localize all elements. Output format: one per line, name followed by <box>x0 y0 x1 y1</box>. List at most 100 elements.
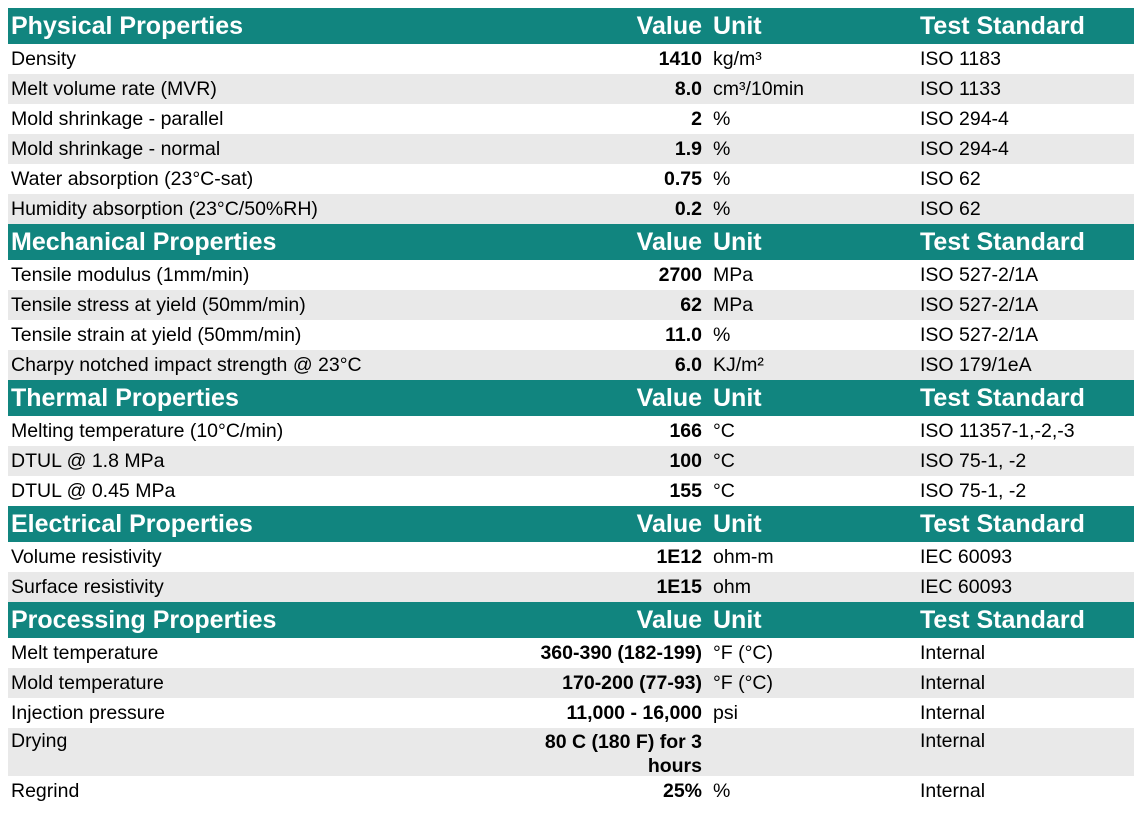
property-name: Tensile modulus (1mm/min) <box>11 263 250 286</box>
test-standard: ISO 62 <box>920 167 981 190</box>
property-name: Melting temperature (10°C/min) <box>11 419 284 442</box>
property-name: Volume resistivity <box>11 545 162 568</box>
property-value: 155 <box>669 479 702 502</box>
value-column-header: Value <box>636 605 702 634</box>
test-standard: IEC 60093 <box>920 575 1013 598</box>
test-standard: ISO 179/1eA <box>920 353 1032 376</box>
property-value: 8.0 <box>674 77 702 100</box>
table-row: Mold shrinkage - normal 1.9% ISO 294-4 <box>8 134 1134 164</box>
property-unit: °C <box>713 449 735 472</box>
property-value: 0.75 <box>664 167 702 190</box>
table-row: Tensile stress at yield (50mm/min) 62 MPa I… <box>8 290 1134 320</box>
property-unit: ohm <box>713 575 751 598</box>
property-name: Surface resistivity <box>11 575 164 598</box>
property-unit: % <box>713 137 731 160</box>
property-value: 1.9 <box>674 137 702 160</box>
property-unit: cm³/10min <box>713 77 805 100</box>
test-standard: ISO 294-4 <box>920 137 1009 160</box>
property-unit: °C <box>713 419 735 442</box>
section-title: Processing Properties <box>11 605 277 634</box>
property-value: 0.2 <box>674 197 702 220</box>
table-row: DTUL @ 1.8 MPa 100 °C ISO 75-1, -2 <box>8 446 1134 476</box>
property-value: 11,000 - 16,000 <box>566 701 702 724</box>
unit-column-header: Unit <box>713 383 762 412</box>
property-name: Charpy notched impact strength @ 23°C <box>11 353 362 376</box>
standard-column-header: Test Standard <box>920 605 1085 634</box>
table-row: Melt volume rate (MVR) 8.0 cm³/10min ISO 11… <box>8 74 1134 104</box>
property-name: Tensile strain at yield (50mm/min) <box>11 323 302 346</box>
section-title: Electrical Properties <box>11 509 253 538</box>
property-unit: °F (°C) <box>713 641 773 664</box>
table-row: Humidity absorption (23°C/50%RH) 0.2% ISO … <box>8 194 1134 224</box>
property-value: 80 C (180 F) for 3 hours <box>544 731 702 777</box>
test-standard: Internal <box>920 641 986 664</box>
test-standard: ISO 11357-1,-2,-3 <box>920 419 1075 442</box>
test-standard: ISO 1183 <box>920 47 1001 70</box>
test-standard: Internal <box>920 671 986 694</box>
property-value: 6.0 <box>674 353 702 376</box>
property-value: 25% <box>662 779 702 802</box>
standard-column-header: Test Standard <box>920 383 1085 412</box>
property-value: 166 <box>669 419 702 442</box>
test-standard: ISO 75-1, -2 <box>920 479 1027 502</box>
property-value: 1410 <box>658 47 702 70</box>
table-row: DTUL @ 0.45 MPa 155 °C ISO 75-1, -2 <box>8 476 1134 506</box>
property-value: 360-390 (182-199) <box>540 641 702 664</box>
test-standard: IEC 60093 <box>920 545 1013 568</box>
property-value: 2700 <box>658 263 702 286</box>
property-unit: MPa <box>713 293 754 316</box>
test-standard: ISO 527-2/1A <box>920 323 1039 346</box>
table-row: Water absorption (23°C-sat) 0.75% ISO 62 <box>8 164 1134 194</box>
unit-column-header: Unit <box>713 227 762 256</box>
table-row: Volume resistivity 1E12 ohm-m IEC 60093 <box>8 542 1134 572</box>
property-name: Tensile stress at yield (50mm/min) <box>11 293 306 316</box>
property-name: Mold temperature <box>11 671 164 694</box>
property-unit: % <box>713 323 731 346</box>
table-row: Melt temperature 360-390 (182-199) °F (°C)… <box>8 638 1134 668</box>
table-row: Mold temperature 170-200 (77-93) °F (°C) In… <box>8 668 1134 698</box>
test-standard: ISO 527-2/1A <box>920 293 1039 316</box>
property-name: Drying <box>11 730 68 752</box>
section-header: Thermal Properties Value Unit Test Standard <box>8 380 1134 416</box>
standard-column-header: Test Standard <box>920 509 1085 538</box>
test-standard: Internal <box>920 701 986 724</box>
section-title: Physical Properties <box>11 11 244 40</box>
test-standard: ISO 75-1, -2 <box>920 449 1027 472</box>
property-unit: % <box>713 107 731 130</box>
value-column-header: Value <box>636 11 702 40</box>
test-standard: ISO 62 <box>920 197 981 220</box>
section-title: Mechanical Properties <box>11 227 277 256</box>
section-header: Mechanical Properties Value Unit Test Stand… <box>8 224 1134 260</box>
property-unit: kg/m³ <box>713 47 762 70</box>
table-row: Mold shrinkage - parallel 2% ISO 294-4 <box>8 104 1134 134</box>
table-row: Tensile strain at yield (50mm/min) 11.0% I… <box>8 320 1134 350</box>
section-header: Physical Properties Value Unit Test Standar… <box>8 8 1134 44</box>
property-unit: % <box>713 167 731 190</box>
property-unit: % <box>713 197 731 220</box>
value-column-header: Value <box>636 509 702 538</box>
property-value: 11.0 <box>665 323 702 346</box>
standard-column-header: Test Standard <box>920 227 1085 256</box>
table-row: Melting temperature (10°C/min) 166 °C ISO 1… <box>8 416 1134 446</box>
test-standard: Internal <box>920 730 986 752</box>
properties-table: Physical Properties Value Unit Test Standar… <box>8 8 1134 806</box>
table-row: Drying 80 C (180 F) for 3 hours Internal <box>8 728 1134 777</box>
property-unit: MPa <box>713 263 754 286</box>
standard-column-header: Test Standard <box>920 11 1085 40</box>
property-unit: °C <box>713 479 735 502</box>
property-value: 1E15 <box>656 575 702 598</box>
unit-column-header: Unit <box>713 509 762 538</box>
table-row: Density 1410 kg/m³ ISO 1183 <box>8 44 1134 74</box>
property-name: Regrind <box>11 779 80 802</box>
property-name: Density <box>11 47 77 70</box>
property-name: Injection pressure <box>11 701 165 724</box>
property-value: 2 <box>691 107 702 130</box>
test-standard: Internal <box>920 779 986 802</box>
test-standard: ISO 527-2/1A <box>920 263 1039 286</box>
table-row: Tensile modulus (1mm/min) 2700 MPa ISO 527-… <box>8 260 1134 290</box>
property-value: 100 <box>669 449 702 472</box>
value-column-header: Value <box>636 227 702 256</box>
unit-column-header: Unit <box>713 605 762 634</box>
test-standard: ISO 1133 <box>920 77 1001 100</box>
section-title: Thermal Properties <box>11 383 239 412</box>
